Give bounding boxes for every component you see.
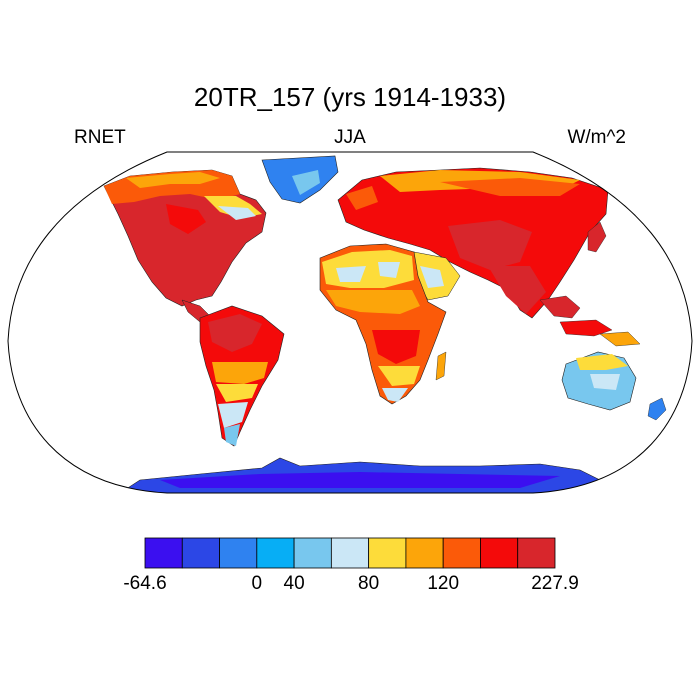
- colorbar-swatch: [293, 537, 332, 569]
- globe-outline: [7, 151, 693, 494]
- colorbar-tick-label: 80: [358, 573, 380, 594]
- continents-layer: [8, 152, 692, 493]
- variable-label: RNET: [74, 127, 126, 148]
- colorbar-swatch: [405, 537, 444, 569]
- colorbar-swatch: [181, 537, 220, 569]
- colorbar-swatch: [256, 537, 295, 569]
- colorbar-tick-label: 227.9: [531, 573, 579, 594]
- colorbar-swatch: [219, 537, 258, 569]
- colorbar-tick-label: 120: [427, 573, 460, 594]
- colorbar-swatch: [480, 537, 519, 569]
- colorbar-tick-label: 0: [251, 573, 263, 594]
- colorbar: [144, 537, 556, 569]
- new-zealand-region: [647, 397, 667, 421]
- southeast-asia-region: [539, 295, 581, 319]
- colorbar-swatch: [442, 537, 481, 569]
- colorbar-swatch: [330, 537, 370, 569]
- colorbar-tick-label: -64.6: [123, 573, 167, 594]
- season-label: JJA: [334, 127, 366, 148]
- madagascar-region: [435, 351, 447, 381]
- colorbar-swatch: [368, 537, 407, 569]
- units-label: W/m^2: [567, 127, 626, 148]
- colorbar-swatch: [144, 537, 183, 569]
- japan-region: [587, 221, 607, 253]
- colorbar-tick-label: 40: [283, 573, 305, 594]
- map-title: 20TR_157 (yrs 1914-1933): [193, 82, 507, 112]
- colorbar-swatch: [517, 537, 556, 569]
